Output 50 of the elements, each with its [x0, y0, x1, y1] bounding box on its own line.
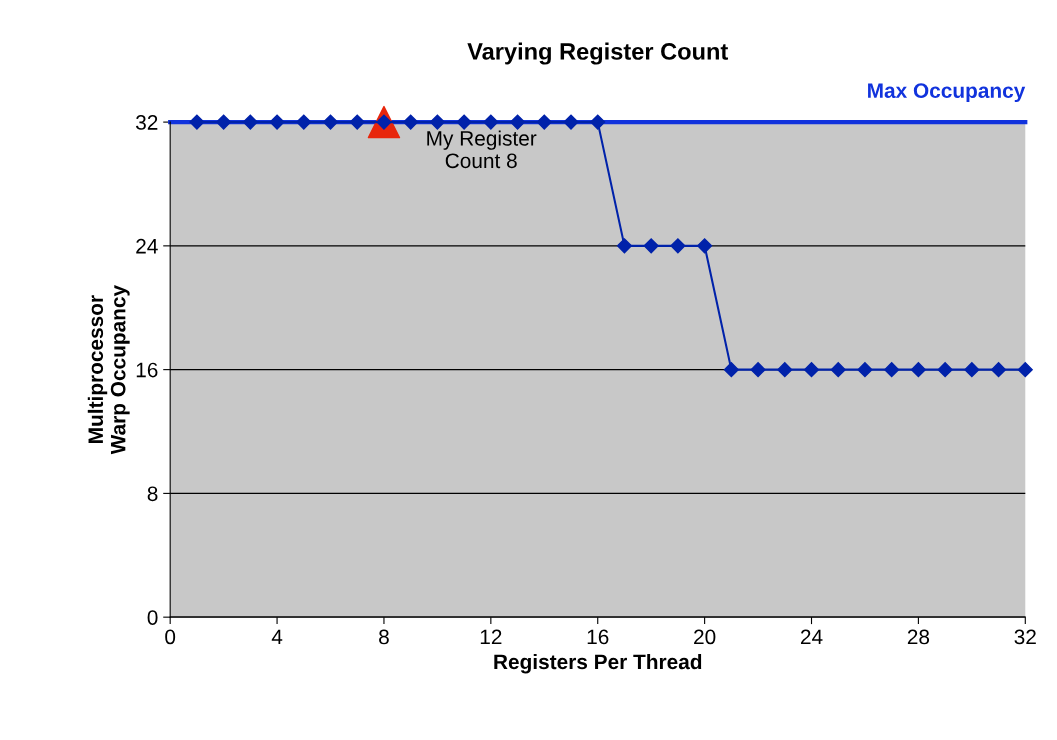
- point: [670, 238, 686, 254]
- point: [616, 238, 633, 254]
- point: [269, 114, 285, 130]
- point: [322, 114, 339, 130]
- point: [803, 362, 820, 378]
- annotation: My Register Count 8: [427, 130, 537, 169]
- point: [590, 114, 606, 130]
- point: [697, 238, 713, 254]
- y-tick-label: 24: [136, 238, 158, 254]
- point: [456, 114, 472, 130]
- point: [830, 362, 846, 378]
- point: [216, 114, 232, 130]
- point: [990, 362, 1007, 378]
- point: [189, 114, 205, 130]
- point: [242, 114, 258, 130]
- x-tick-label: 8: [379, 629, 389, 645]
- point: [429, 114, 445, 130]
- point: [857, 362, 873, 378]
- point: [349, 114, 365, 130]
- point: [1017, 362, 1033, 378]
- point: [723, 362, 739, 378]
- x-tick-label: 12: [480, 629, 502, 645]
- point: [964, 362, 980, 378]
- x-tick-label: 4: [271, 629, 283, 645]
- point: [483, 114, 499, 130]
- chart-title: Varying Register Count: [467, 42, 728, 65]
- y-tick-label: 32: [136, 115, 158, 130]
- point: [536, 114, 552, 130]
- point: [509, 114, 526, 130]
- point: [910, 362, 926, 378]
- x-tick-label: 0: [165, 629, 176, 645]
- x-tick-label: 32: [1014, 629, 1036, 645]
- y-tick-label: 8: [147, 486, 158, 502]
- y-tick-label: 16: [136, 362, 158, 378]
- y-tick-label: 0: [147, 610, 158, 625]
- point: [750, 362, 766, 378]
- point: [296, 114, 312, 130]
- point: [777, 362, 793, 378]
- ref-line-label: Max Occupancy: [868, 83, 1026, 103]
- x-tick-label: 28: [907, 629, 930, 645]
- point: [403, 114, 419, 130]
- point: [884, 362, 900, 378]
- x-tick-label: 20: [694, 629, 716, 645]
- y-axis-title: Multiprocessor Warp Occupancy: [87, 285, 130, 455]
- point: [937, 362, 953, 378]
- point: [643, 238, 659, 254]
- x-tick-label: 16: [587, 629, 609, 645]
- x-axis-title: Registers Per Thread: [494, 653, 702, 674]
- x-tick-label: 24: [800, 629, 823, 645]
- point: [563, 114, 579, 130]
